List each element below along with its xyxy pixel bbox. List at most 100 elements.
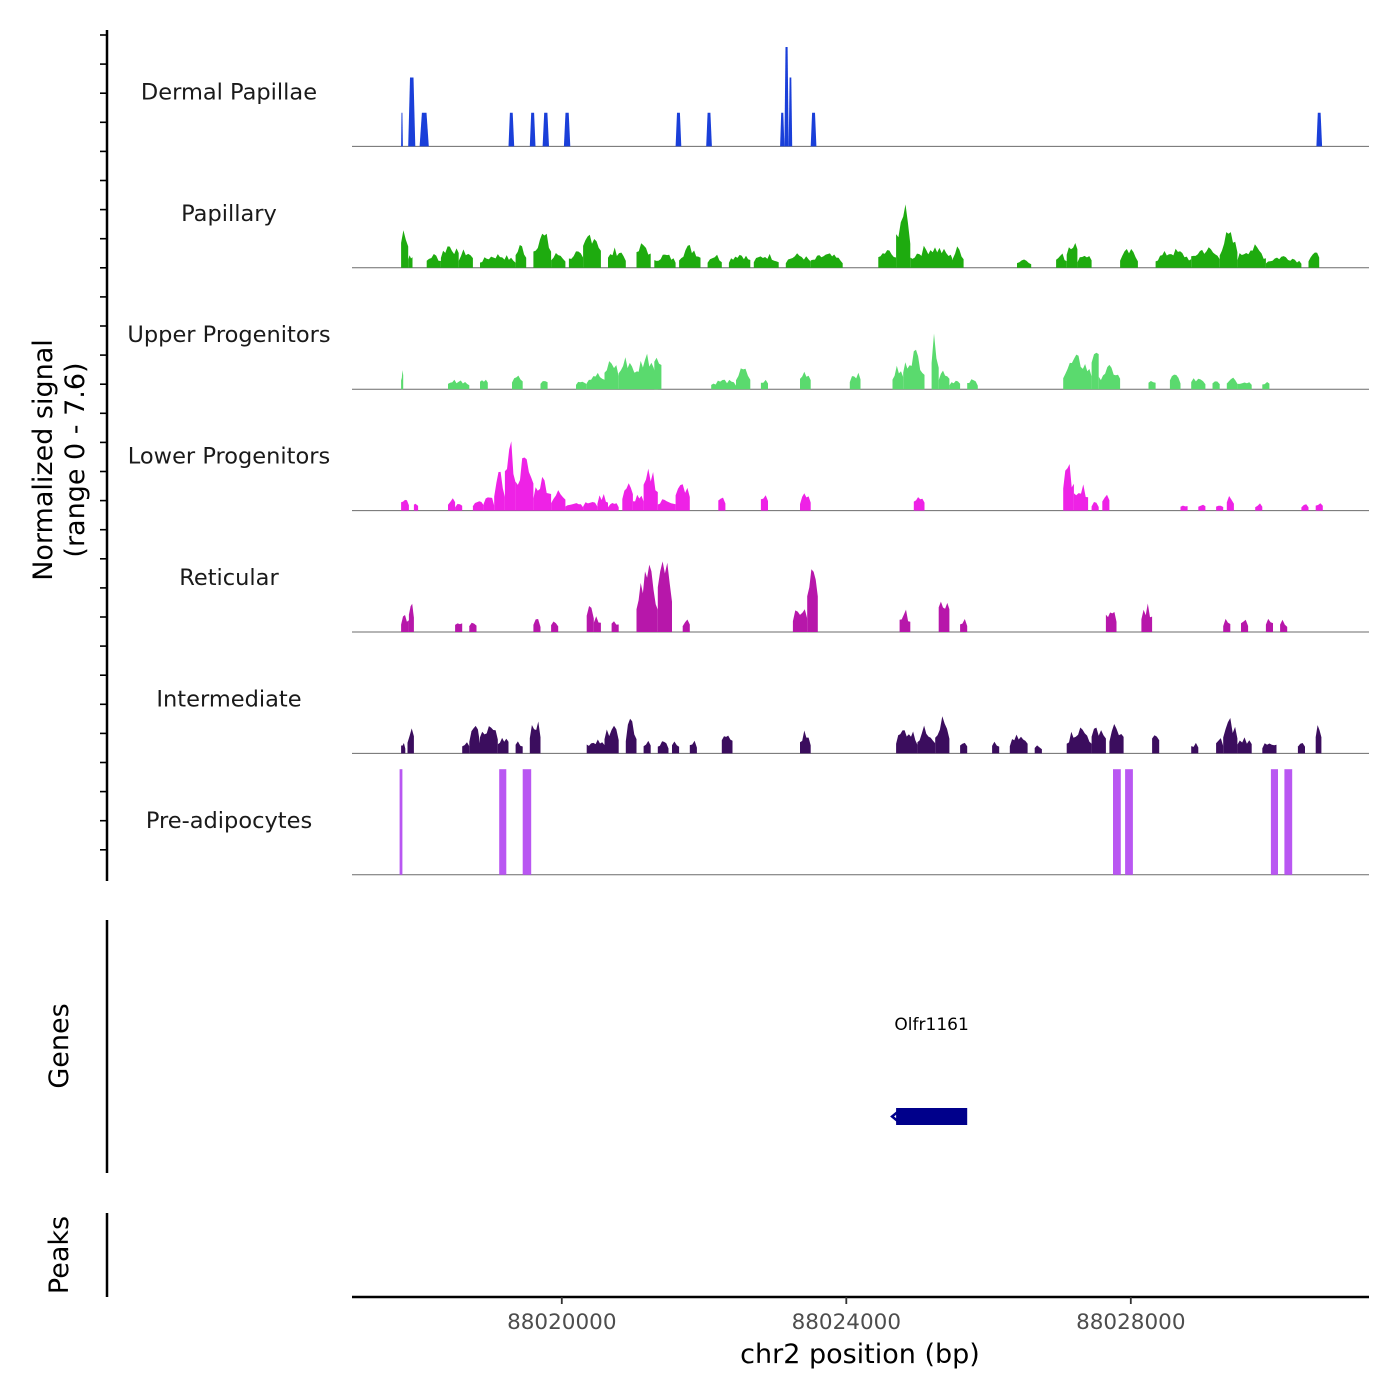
coverage-peak (533, 619, 541, 632)
coverage-peak (706, 112, 712, 147)
coverage-peak (784, 47, 789, 147)
track-label: Dermal Papillae (141, 79, 317, 105)
track-label: Papillary (181, 201, 277, 227)
track-papillary: Papillary (181, 201, 1369, 269)
coverage-peak (643, 468, 658, 511)
coverage-peak (1152, 735, 1160, 754)
coverage-peak (1308, 252, 1320, 268)
gene-label: Olfr1161 (894, 1015, 968, 1035)
coverage-peak (913, 497, 925, 511)
coverage-peak (1091, 502, 1099, 511)
coverage-peak (892, 365, 904, 390)
x-tick-label: 88020000 (507, 1310, 616, 1335)
track-dermal-papillae: Dermal Papillae (141, 47, 1369, 147)
coverage-peak (401, 370, 404, 390)
track-label: Upper Progenitors (127, 322, 330, 348)
coverage-peak (1191, 247, 1220, 268)
coverage-peak (728, 254, 751, 268)
coverage-peak (1141, 603, 1153, 632)
coverage-peak (654, 254, 676, 268)
coverage-peak (938, 601, 950, 632)
coverage-peak (515, 741, 523, 754)
coverage-peak (1056, 253, 1067, 268)
coverage-peak (938, 370, 950, 390)
coverage-peak (568, 251, 584, 268)
coverage-peak (896, 204, 911, 268)
coverage-peak (611, 621, 619, 632)
track-upper-progenitors: Upper Progenitors (127, 322, 1369, 390)
track-label: Lower Progenitors (128, 444, 330, 470)
coverage-peak (1077, 255, 1092, 268)
coverage-peak (643, 740, 651, 754)
coverage-peak (753, 253, 779, 268)
coverage-peak (1066, 243, 1078, 268)
coverage-peak (800, 730, 811, 754)
coverage-peak (636, 353, 658, 390)
coverage-peak (408, 255, 413, 268)
coverage-peak (618, 357, 637, 390)
coverage-peak (625, 718, 637, 754)
coverage-peak (401, 230, 409, 268)
coverage-peak (472, 501, 484, 511)
coverage-peak (586, 739, 605, 754)
coverage-peak (597, 494, 608, 511)
coverage-peak (654, 357, 662, 390)
coverage-peak (1237, 737, 1252, 754)
coverage-peak (604, 725, 619, 754)
coverage-peak (917, 725, 936, 754)
coverage-peak (1216, 505, 1224, 511)
coverage-peak (440, 246, 459, 268)
coverage-bar (1125, 769, 1133, 875)
coverage-peak (1265, 256, 1302, 268)
coverage-peak (494, 471, 505, 511)
coverage-peak (935, 716, 950, 754)
coverage-peak (1237, 382, 1252, 390)
genes-panel-label: Genes (44, 1003, 75, 1088)
coverage-peak (458, 249, 473, 268)
gene-strand-arrow (890, 1109, 901, 1124)
coverage-bar (1270, 769, 1278, 875)
coverage-peak (583, 234, 601, 268)
track-lower-progenitors: Lower Progenitors (128, 441, 1369, 512)
coverage-peak (426, 254, 441, 268)
coverage-peak (551, 253, 566, 268)
gene-exon (896, 1108, 968, 1125)
coverage-peak (1297, 743, 1305, 754)
coverage-peak (1091, 727, 1106, 754)
coverage-peak (533, 233, 552, 268)
coverage-peak (760, 495, 768, 511)
coverage-peak (551, 621, 559, 632)
coverage-peak (1212, 381, 1220, 390)
coverage-peak (608, 503, 619, 511)
coverage-peak (413, 503, 419, 511)
coverage-peak (576, 381, 587, 390)
coverage-peak (1315, 503, 1323, 511)
coverage-peak (800, 493, 811, 511)
coverage-peak (480, 726, 498, 754)
coverage-peak (1009, 734, 1028, 754)
coverage-peak (675, 484, 690, 511)
coverage-peak (1017, 259, 1032, 268)
coverage-peak (672, 741, 680, 754)
coverage-peak (542, 112, 549, 147)
coverage-peak (401, 615, 409, 632)
coverage-peak (1316, 112, 1323, 147)
coverage-peak (896, 730, 918, 754)
coverage-peak (780, 112, 785, 147)
coverage-peak (992, 741, 1000, 754)
coverage-tracks: Dermal Papillae Papillary Upper Progenitor… (127, 47, 1369, 876)
coverage-peak (512, 375, 523, 390)
coverage-peak (718, 497, 726, 511)
x-axis-ticks: 88020000 88024000 88028000 (507, 1297, 1186, 1335)
track-label: Reticular (179, 565, 279, 591)
coverage-peak (960, 619, 968, 632)
coverage-peak (810, 112, 817, 147)
y-axis-label: Normalized signal (28, 339, 59, 581)
coverage-peak (1155, 248, 1192, 268)
coverage-peak (504, 441, 516, 511)
coverage-peak (636, 564, 658, 632)
y-axis-range-label: (range 0 - 7.6) (60, 362, 91, 557)
coverage-peak (1066, 727, 1092, 754)
coverage-peak (1198, 504, 1206, 511)
